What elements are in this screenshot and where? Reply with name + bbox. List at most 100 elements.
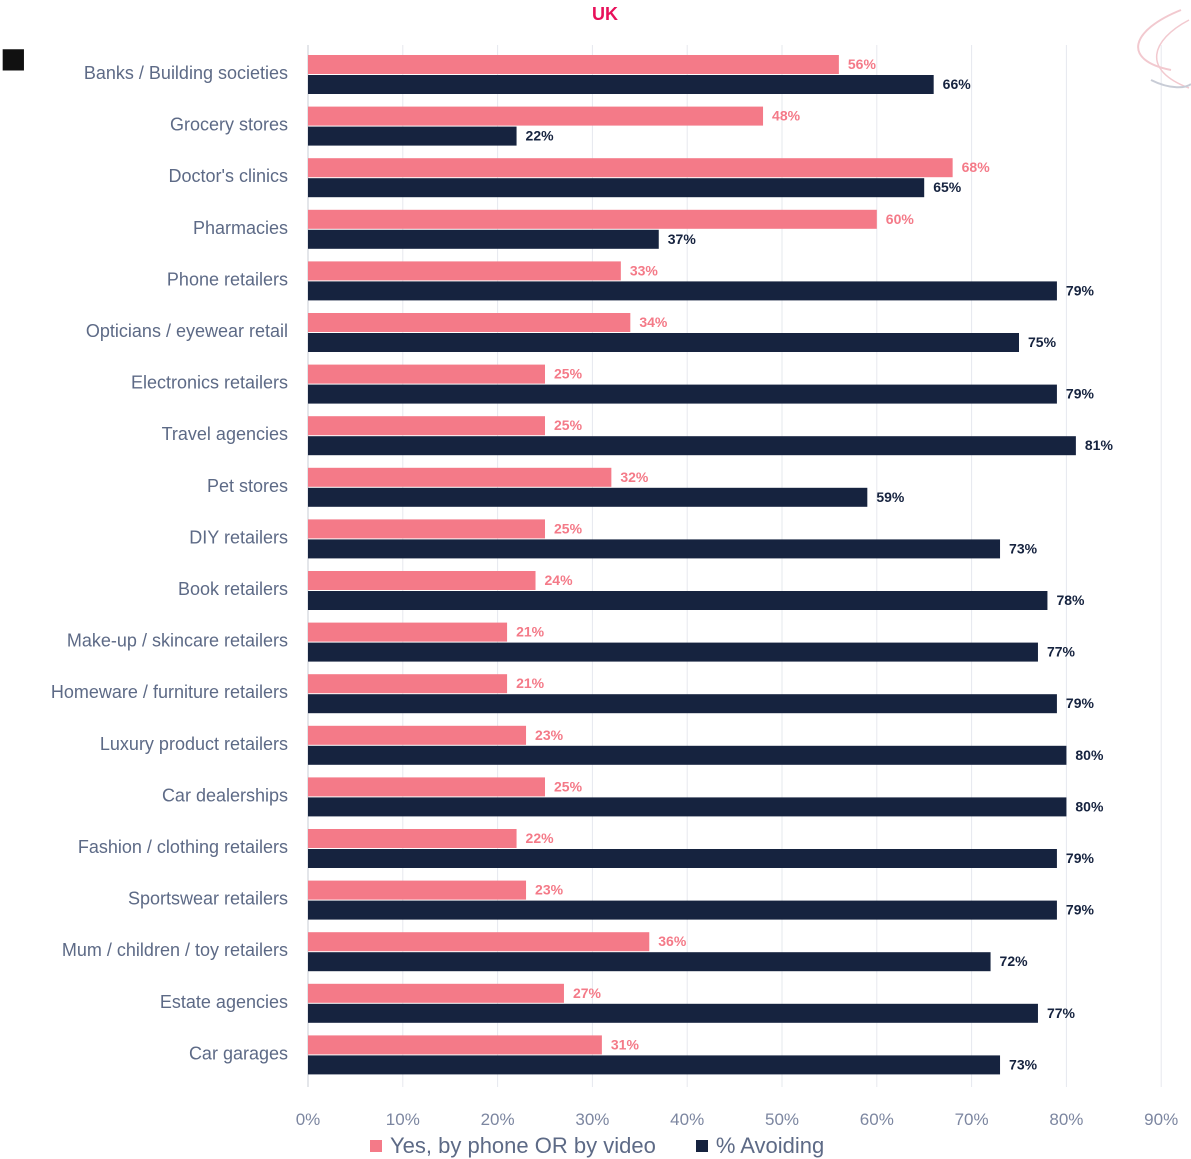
bar-chart: 0% 10% 20% 30% 40% 50% 60% 70% 80% 90% Banks / Bui… xyxy=(51,45,1178,1125)
category-label: Pet stores xyxy=(207,476,288,496)
data-label: 56% xyxy=(848,56,877,72)
bar-avoiding xyxy=(308,797,1067,817)
data-label: 24% xyxy=(545,572,574,588)
bar-yes-phone-video xyxy=(308,519,545,539)
bar-yes-phone-video xyxy=(308,106,764,126)
data-label: 21% xyxy=(516,624,545,640)
data-label: 36% xyxy=(658,933,687,949)
data-label: 60% xyxy=(886,211,915,227)
data-label: 25% xyxy=(554,778,583,794)
bar-yes-phone-video xyxy=(308,777,545,797)
bar-yes-phone-video xyxy=(308,261,621,281)
data-label: 25% xyxy=(554,366,583,382)
bar-avoiding xyxy=(308,849,1057,868)
data-label: 23% xyxy=(535,727,564,743)
data-label: 80% xyxy=(1075,798,1104,814)
x-tick-label: 70% xyxy=(955,1110,989,1125)
category-label: DIY retailers xyxy=(189,527,288,547)
data-label: 73% xyxy=(1009,1056,1038,1072)
bar-yes-phone-video xyxy=(308,571,536,590)
data-label: 48% xyxy=(772,108,801,124)
bar-yes-phone-video xyxy=(308,158,953,178)
category-label: Car dealerships xyxy=(162,785,288,805)
category-label: Phone retailers xyxy=(167,269,288,289)
bar-yes-phone-video xyxy=(308,674,508,694)
bar-avoiding xyxy=(308,229,659,249)
legend-swatch-pink xyxy=(370,1140,382,1152)
bar-yes-phone-video xyxy=(308,313,631,332)
data-label: 22% xyxy=(526,128,555,144)
data-label: 21% xyxy=(516,675,545,691)
category-label: Sportswear retailers xyxy=(128,889,288,909)
x-tick-label: 50% xyxy=(765,1110,799,1125)
bar-avoiding xyxy=(308,952,991,972)
legend-label: % Avoiding xyxy=(715,1133,825,1158)
category-label: Banks / Building societies xyxy=(84,63,288,83)
bar-avoiding xyxy=(308,642,1038,662)
chart-legend: Yes, by phone OR by video % Avoiding xyxy=(370,1133,824,1159)
category-label: Pharmacies xyxy=(193,218,288,238)
bar-yes-phone-video xyxy=(308,467,612,487)
data-label: 23% xyxy=(535,882,564,898)
chart-subtitle: UK xyxy=(592,4,618,24)
x-tick-label: 80% xyxy=(1049,1110,1083,1125)
bar-avoiding xyxy=(308,591,1048,610)
data-label: 68% xyxy=(962,159,991,175)
bar-yes-phone-video xyxy=(308,725,527,745)
bar-avoiding xyxy=(308,694,1057,714)
data-label: 75% xyxy=(1028,334,1057,350)
legend-item-yes-phone-video: Yes, by phone OR by video xyxy=(370,1133,656,1159)
data-label: 25% xyxy=(554,417,583,433)
category-label: Homeware / furniture retailers xyxy=(51,682,288,702)
decorative-swirl-icon xyxy=(1137,9,1191,89)
data-label: 59% xyxy=(876,489,905,505)
category-label: Opticians / eyewear retail xyxy=(86,321,288,341)
legend-label: Yes, by phone OR by video xyxy=(390,1133,656,1158)
bar-yes-phone-video xyxy=(308,829,517,848)
category-label: Luxury product retailers xyxy=(100,734,288,754)
category-label: Mum / children / toy retailers xyxy=(62,940,288,960)
data-label: 81% xyxy=(1085,437,1114,453)
data-label: 65% xyxy=(933,179,962,195)
bar-avoiding xyxy=(308,281,1057,301)
bar-yes-phone-video xyxy=(308,880,527,900)
bar-yes-phone-video xyxy=(308,364,545,384)
x-tick-label: 20% xyxy=(481,1110,515,1125)
bar-yes-phone-video xyxy=(308,983,564,1003)
data-label: 27% xyxy=(573,985,602,1001)
category-label: Book retailers xyxy=(178,579,288,599)
bar-avoiding xyxy=(308,384,1057,404)
data-label: 80% xyxy=(1075,747,1104,763)
bar-avoiding xyxy=(308,178,925,198)
data-label: 22% xyxy=(526,830,555,846)
bar-avoiding xyxy=(308,75,934,94)
cropped-edge-glyph: ■ xyxy=(0,34,27,83)
bar-avoiding xyxy=(308,333,1019,352)
data-label: 37% xyxy=(668,231,697,247)
data-label: 79% xyxy=(1066,695,1095,711)
bar-avoiding xyxy=(308,1003,1038,1023)
data-label: 66% xyxy=(943,76,972,92)
bar-avoiding xyxy=(308,900,1057,920)
data-label: 78% xyxy=(1056,592,1085,608)
bar-yes-phone-video xyxy=(308,416,545,436)
data-label: 73% xyxy=(1009,540,1038,556)
data-label: 34% xyxy=(639,314,668,330)
data-label: 79% xyxy=(1066,850,1095,866)
bar-yes-phone-video xyxy=(308,1035,602,1055)
bar-yes-phone-video xyxy=(308,55,839,74)
legend-swatch-navy xyxy=(695,1140,708,1152)
data-label: 31% xyxy=(611,1036,640,1052)
category-label: Grocery stores xyxy=(170,115,288,135)
bar-avoiding xyxy=(308,487,868,507)
bar-yes-phone-video xyxy=(308,622,508,642)
data-label: 79% xyxy=(1066,386,1095,402)
data-label: 77% xyxy=(1047,644,1076,660)
bar-yes-phone-video xyxy=(308,932,650,952)
category-label: Travel agencies xyxy=(162,424,288,444)
x-tick-label: 10% xyxy=(386,1110,420,1125)
bar-avoiding xyxy=(308,1055,1001,1075)
category-label: Estate agencies xyxy=(160,992,288,1012)
data-label: 33% xyxy=(630,262,659,278)
